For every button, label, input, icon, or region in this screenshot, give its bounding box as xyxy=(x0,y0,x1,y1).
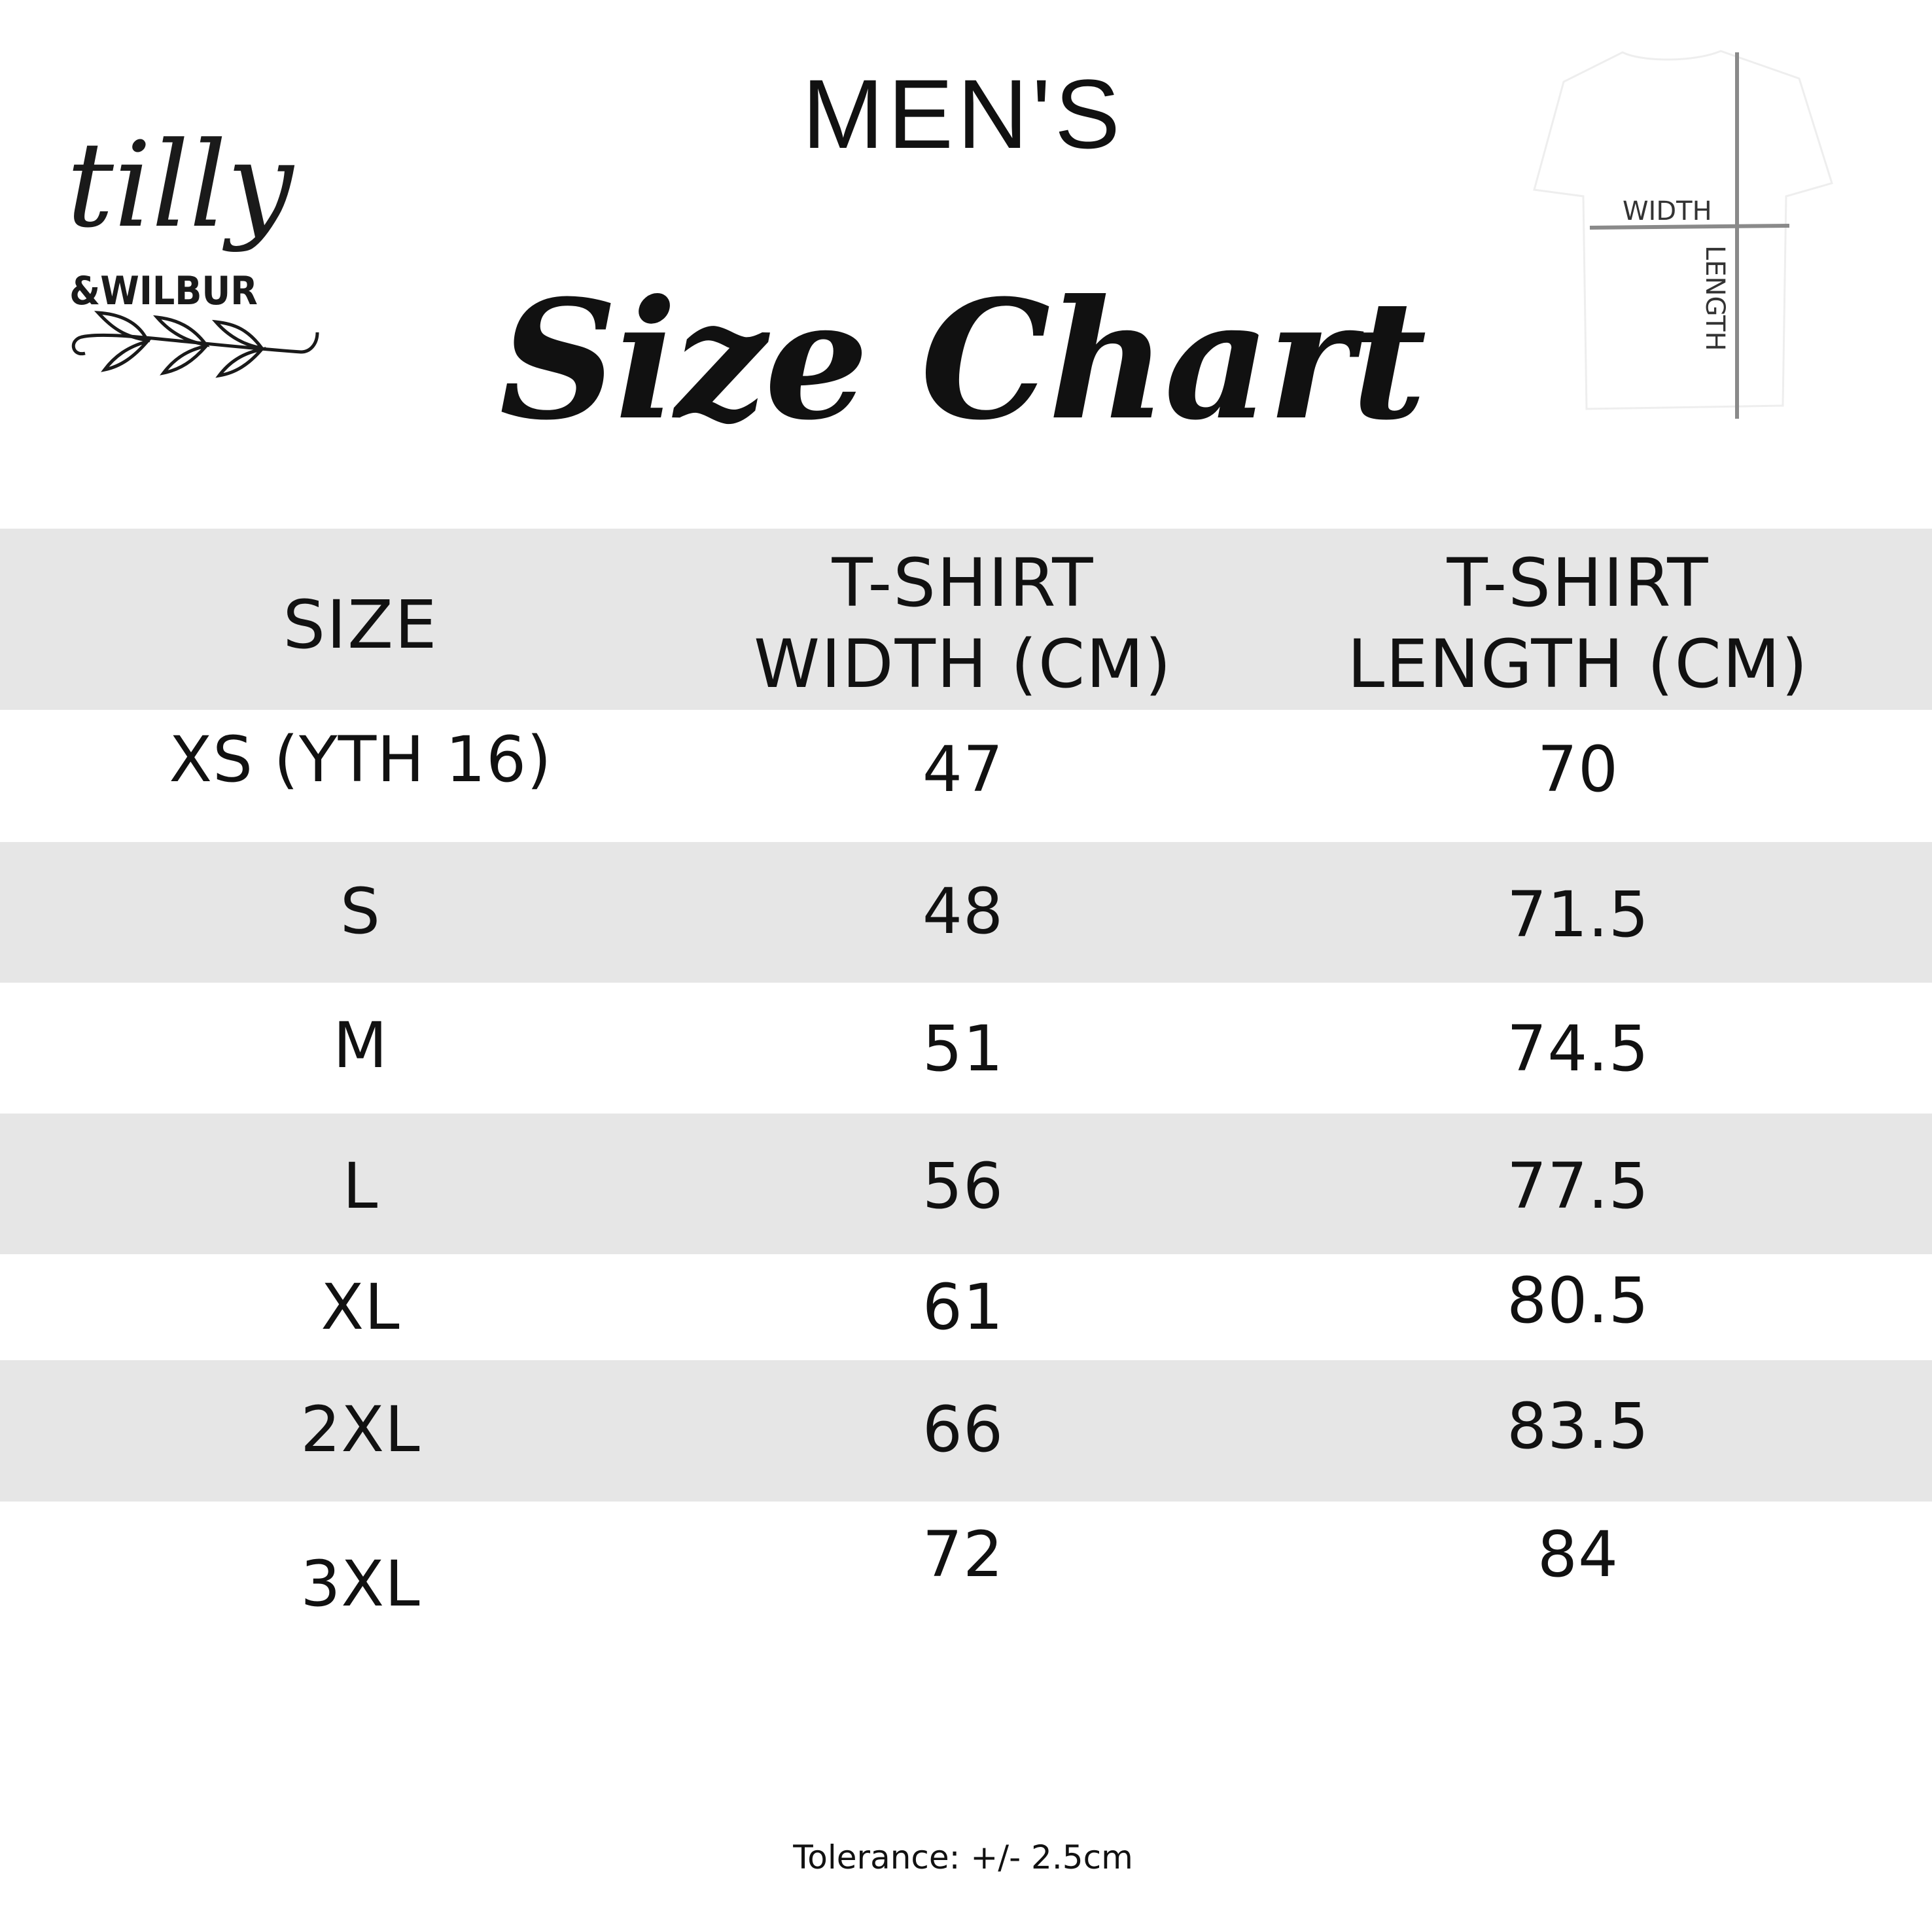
tolerance-note: Tolerance: +/- 2.5cm xyxy=(793,1838,1133,1876)
cell-width: 47 xyxy=(922,733,1004,806)
subtitle-mens: MEN'S xyxy=(801,59,1124,169)
length-label: LENGTH xyxy=(1700,245,1730,351)
cell-size: 3XL xyxy=(300,1547,421,1621)
cell-length: 74.5 xyxy=(1507,1012,1649,1085)
table-row: L 56 77.5 xyxy=(0,1114,1932,1254)
width-line xyxy=(1589,224,1790,230)
cell-size: 2XL xyxy=(300,1393,421,1466)
cell-length: 71.5 xyxy=(1507,878,1649,951)
cell-size: XL xyxy=(321,1271,400,1344)
cell-length: 77.5 xyxy=(1507,1150,1649,1223)
table-row: M 51 74.5 xyxy=(0,983,1932,1114)
table-row: XS (YTH 16) 47 70 xyxy=(0,710,1932,842)
cell-width: 72 xyxy=(922,1518,1004,1591)
header-size: SIZE xyxy=(283,586,438,664)
logo-script-text: tilly xyxy=(67,117,295,254)
cell-size: XS (YTH 16) xyxy=(169,723,552,796)
table-row: S 48 71.5 xyxy=(0,842,1932,983)
table-row: 2XL 66 83.5 xyxy=(0,1360,1932,1502)
header-width: T-SHIRT WIDTH (CM) xyxy=(754,544,1172,703)
tilly-wilbur-logo: tilly &WILBUR xyxy=(67,117,319,378)
cell-size: M xyxy=(333,1009,388,1082)
cell-size: S xyxy=(340,875,381,948)
table-row: 3XL 72 84 xyxy=(0,1502,1932,1642)
cell-width: 66 xyxy=(922,1393,1004,1466)
cell-width: 56 xyxy=(922,1150,1004,1223)
tshirt-diagram: WIDTH LENGTH xyxy=(1533,50,1833,419)
cell-length: 70 xyxy=(1537,733,1619,806)
cell-length: 84 xyxy=(1537,1518,1619,1591)
logo-caps-text: &WILBUR xyxy=(69,268,258,314)
tshirt-icon xyxy=(1533,50,1833,410)
table-row: XL 61 80.5 xyxy=(0,1254,1932,1360)
leaf-branch-icon xyxy=(71,311,319,378)
cell-length: 83.5 xyxy=(1507,1390,1649,1463)
cell-size: L xyxy=(342,1150,379,1223)
cell-width: 51 xyxy=(922,1012,1004,1085)
cell-width: 48 xyxy=(922,875,1004,948)
width-label: WIDTH xyxy=(1623,196,1712,226)
cell-width: 61 xyxy=(922,1271,1004,1344)
cell-length: 80.5 xyxy=(1507,1264,1649,1337)
page-title: Size Chart xyxy=(499,264,1427,456)
header-length: T-SHIRT LENGTH (CM) xyxy=(1347,544,1809,703)
table-header: SIZE T-SHIRT WIDTH (CM) T-SHIRT LENGTH (… xyxy=(0,529,1932,710)
